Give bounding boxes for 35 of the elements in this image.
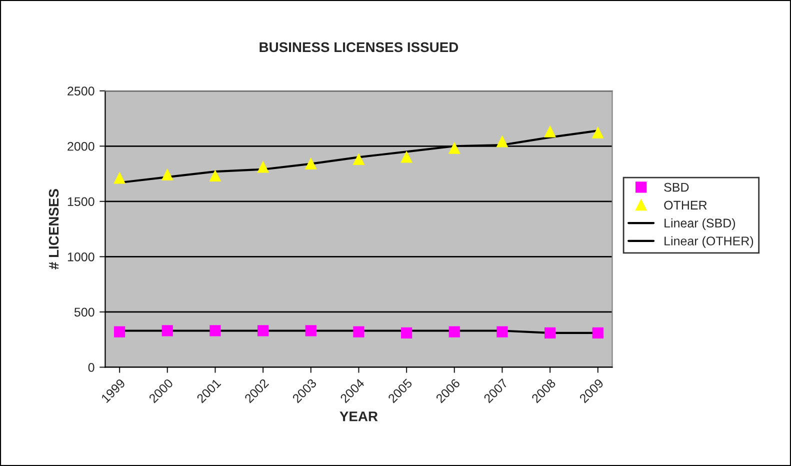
x-axis-title: YEAR [340,412,378,422]
point [496,326,508,338]
point [448,142,460,154]
point [305,325,316,336]
legend-label: SBD [664,182,689,192]
chart-title: BUSINESS LICENSES ISSUED [260,42,458,52]
point [400,152,412,163]
point [592,127,604,138]
point [400,327,412,338]
y-tick-label: 0 [88,363,94,372]
point [210,325,221,336]
point [257,162,269,173]
legend-label: OTHER [664,200,707,210]
legend-label: Linear (SBD) [664,218,736,230]
y-axis-title: # LICENSES [48,189,59,270]
y-tick-label: 1000 [68,252,94,262]
y-tick-label: 1500 [68,197,94,206]
point [162,325,173,336]
y-tick-label: 500 [74,308,94,317]
point [305,158,316,170]
y-tick-label: 2500 [68,86,94,96]
point [353,154,364,165]
point [544,126,556,138]
point [592,327,604,338]
point [162,169,173,180]
point [114,172,126,184]
point [257,325,269,336]
point [496,136,508,148]
y-tick-label: 2000 [68,142,94,151]
point [448,326,460,338]
point [544,327,556,338]
point [210,170,221,182]
legend-label: Linear (OTHER) [664,236,754,248]
point [353,326,364,338]
point [114,326,126,338]
